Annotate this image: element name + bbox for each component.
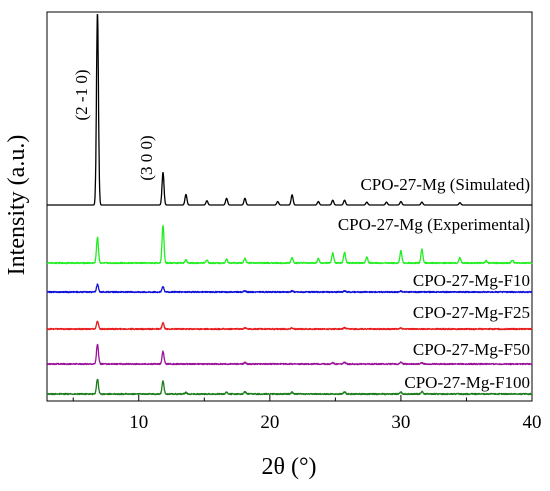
annotation-2-1-0: (2 -1 0)	[72, 70, 91, 121]
plot-traces	[46, 14, 533, 396]
series-label-6: CPO-27-Mg-F100	[404, 373, 530, 392]
series-line-1	[46, 14, 533, 206]
x-tick-label: 20	[260, 412, 279, 433]
series-line-5	[46, 343, 533, 366]
plot-area	[46, 11, 533, 402]
series-label-4: CPO-27-Mg-F25	[413, 303, 530, 322]
x-tick-label: 30	[391, 412, 410, 433]
x-axis-label: 2θ (°)	[261, 454, 316, 480]
series-label-5: CPO-27-Mg-F50	[413, 340, 530, 359]
series-line-3	[46, 283, 533, 294]
y-axis-label: Intensity (a.u.)	[4, 135, 30, 276]
series-labels: CPO-27-Mg (Simulated) CPO-27-Mg (Experime…	[338, 175, 530, 392]
x-tick-label: 40	[523, 412, 542, 433]
x-tick-label: 10	[129, 412, 148, 433]
x-axis: 10 20 30 40	[72, 395, 542, 433]
series-line-2	[46, 224, 533, 265]
annotation-3-0-0: (3 0 0)	[137, 135, 156, 180]
series-label-1: CPO-27-Mg (Simulated)	[360, 175, 530, 194]
series-line-4	[46, 320, 533, 331]
series-label-2: CPO-27-Mg (Experimental)	[338, 215, 530, 234]
series-label-3: CPO-27-Mg-F10	[413, 271, 530, 290]
series-line-6	[46, 378, 533, 396]
